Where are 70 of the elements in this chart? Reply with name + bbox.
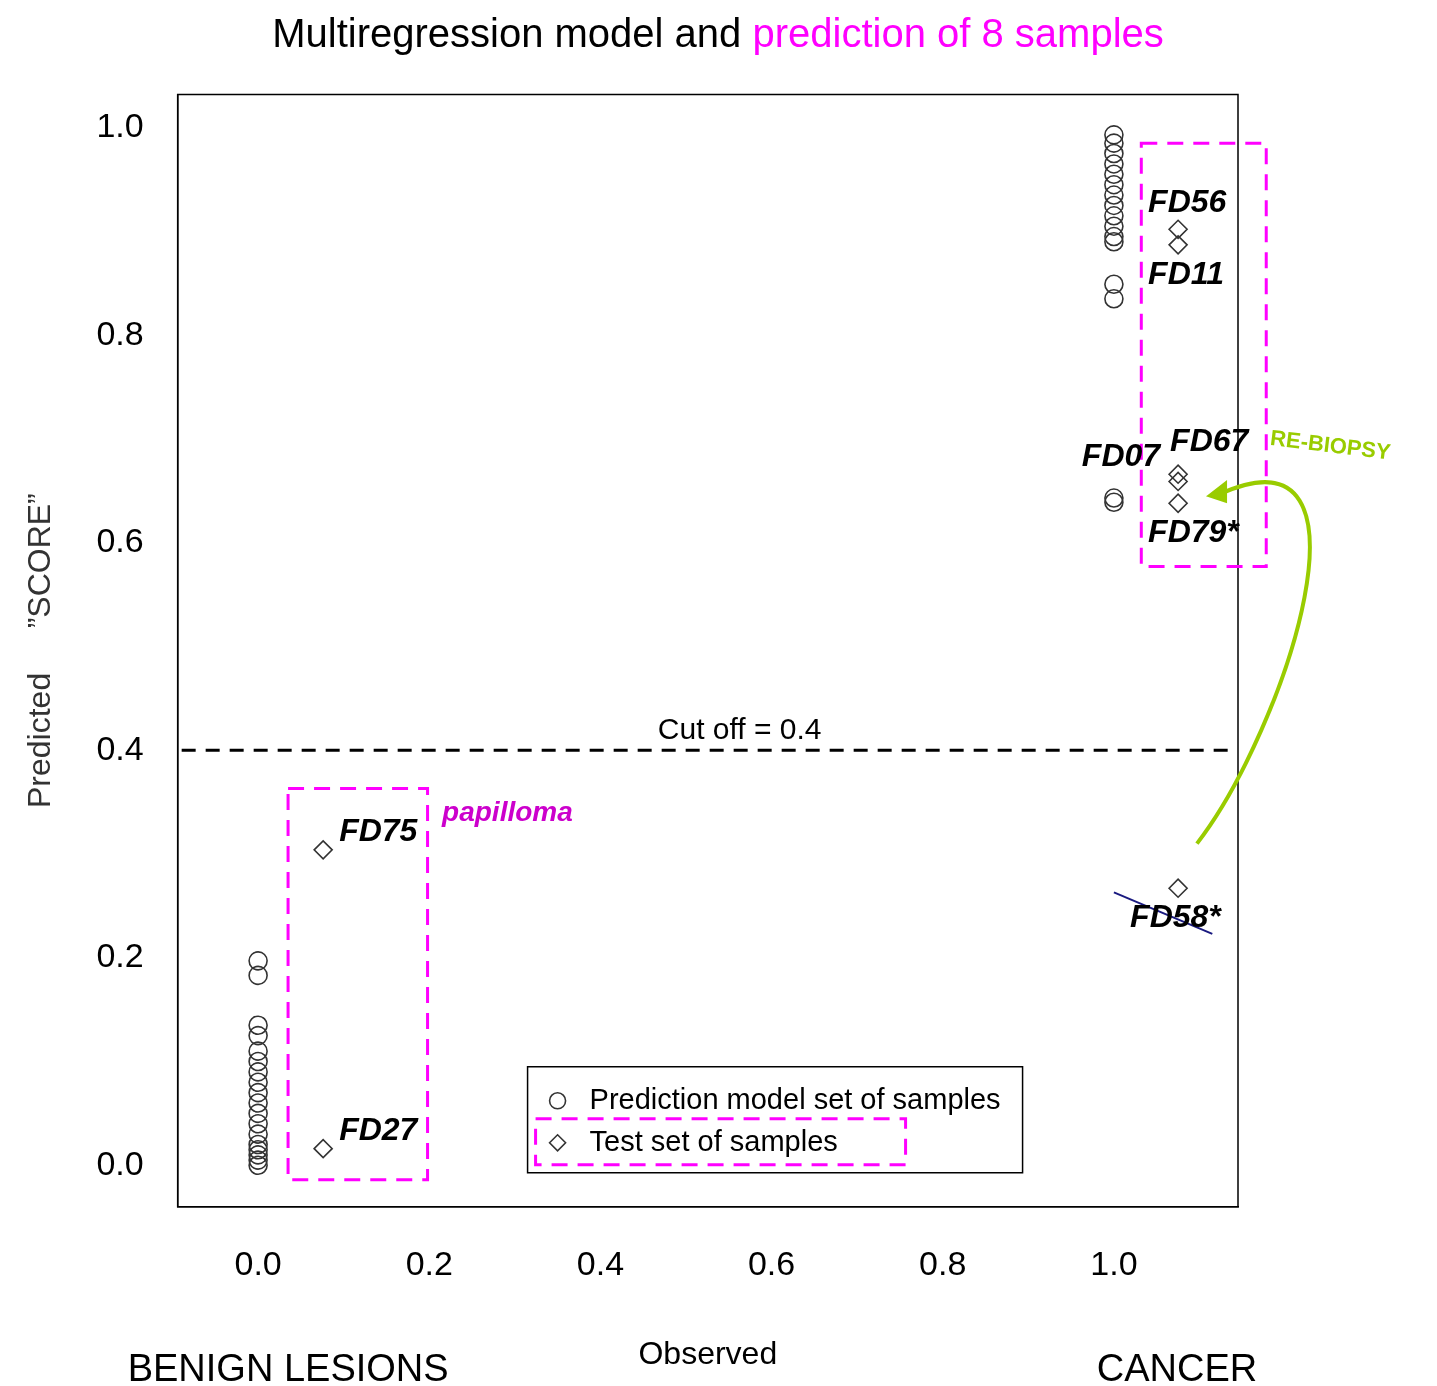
chart-title: Multiregression model and <box>272 11 742 55</box>
legend-label: Prediction model set of samples <box>589 1082 1001 1115</box>
point <box>1168 493 1188 514</box>
x-tick-label: 0.8 <box>919 1243 967 1282</box>
annotation: FD75 <box>339 811 418 848</box>
point <box>248 1139 268 1160</box>
x-tick-label: 0.4 <box>576 1243 625 1282</box>
point <box>1104 289 1124 309</box>
x-tick-label: 1.0 <box>1090 1243 1138 1282</box>
text: BENIGN LESIONS <box>127 1346 449 1386</box>
point <box>248 1025 268 1046</box>
point <box>1104 164 1124 185</box>
point <box>1104 195 1124 216</box>
ref-line-label: Cut off = 0.4 <box>657 712 822 746</box>
annotation: papilloma <box>442 796 573 829</box>
point <box>1104 488 1124 508</box>
point <box>313 840 333 860</box>
y-axis-title: Predicted ”SCORE” <box>21 493 58 808</box>
point <box>1104 206 1124 226</box>
point <box>1168 878 1188 899</box>
point <box>1104 125 1124 145</box>
point <box>1168 235 1188 255</box>
x-tick-label: 0.0 <box>234 1243 282 1282</box>
point <box>248 965 268 986</box>
y-tick-label: 0.0 <box>96 1143 144 1182</box>
point <box>248 1041 268 1061</box>
point <box>248 1134 268 1155</box>
point <box>313 1138 333 1159</box>
point <box>1104 154 1124 174</box>
point <box>248 1124 268 1144</box>
point <box>1168 219 1188 240</box>
chart-subtitle: prediction of 8 samples <box>752 11 1164 55</box>
point <box>248 1051 268 1072</box>
y-tick-label: 0.4 <box>96 728 144 767</box>
annotation: FD56 <box>1148 183 1227 220</box>
point <box>1104 492 1124 513</box>
point <box>248 1155 268 1176</box>
point <box>248 1145 268 1165</box>
point <box>248 951 268 971</box>
point <box>1104 185 1124 205</box>
point <box>1104 231 1124 252</box>
point <box>248 1113 268 1134</box>
y-tick-label: 0.8 <box>96 313 144 352</box>
point <box>248 1093 268 1113</box>
x-tick-label: 0.2 <box>405 1243 453 1282</box>
point <box>1168 471 1188 492</box>
point <box>1104 226 1124 247</box>
y-tick-label: 0.2 <box>96 936 144 975</box>
point <box>248 1082 268 1103</box>
point <box>1104 216 1124 236</box>
annotation: FD27 <box>339 1110 418 1147</box>
y-tick-label: 1.0 <box>96 105 144 144</box>
legend-label: Test set of samples <box>589 1124 838 1157</box>
x-axis-title: Observed <box>638 1334 778 1371</box>
x-tick-label: 0.6 <box>747 1243 796 1282</box>
point <box>248 1103 268 1124</box>
text: RE-BIOPSY <box>1268 424 1393 466</box>
point <box>1104 174 1124 195</box>
point <box>248 1150 268 1170</box>
annotation: FD11 <box>1148 254 1224 291</box>
y-tick-label: 0.6 <box>96 521 144 560</box>
point <box>1104 133 1124 153</box>
annotation: FD07 <box>1081 437 1161 474</box>
point <box>1104 143 1124 164</box>
point <box>1104 274 1124 295</box>
point <box>1168 464 1188 484</box>
text: CANCER <box>1096 1346 1258 1386</box>
point <box>248 1015 268 1036</box>
point <box>248 1062 268 1082</box>
point <box>248 1072 268 1093</box>
